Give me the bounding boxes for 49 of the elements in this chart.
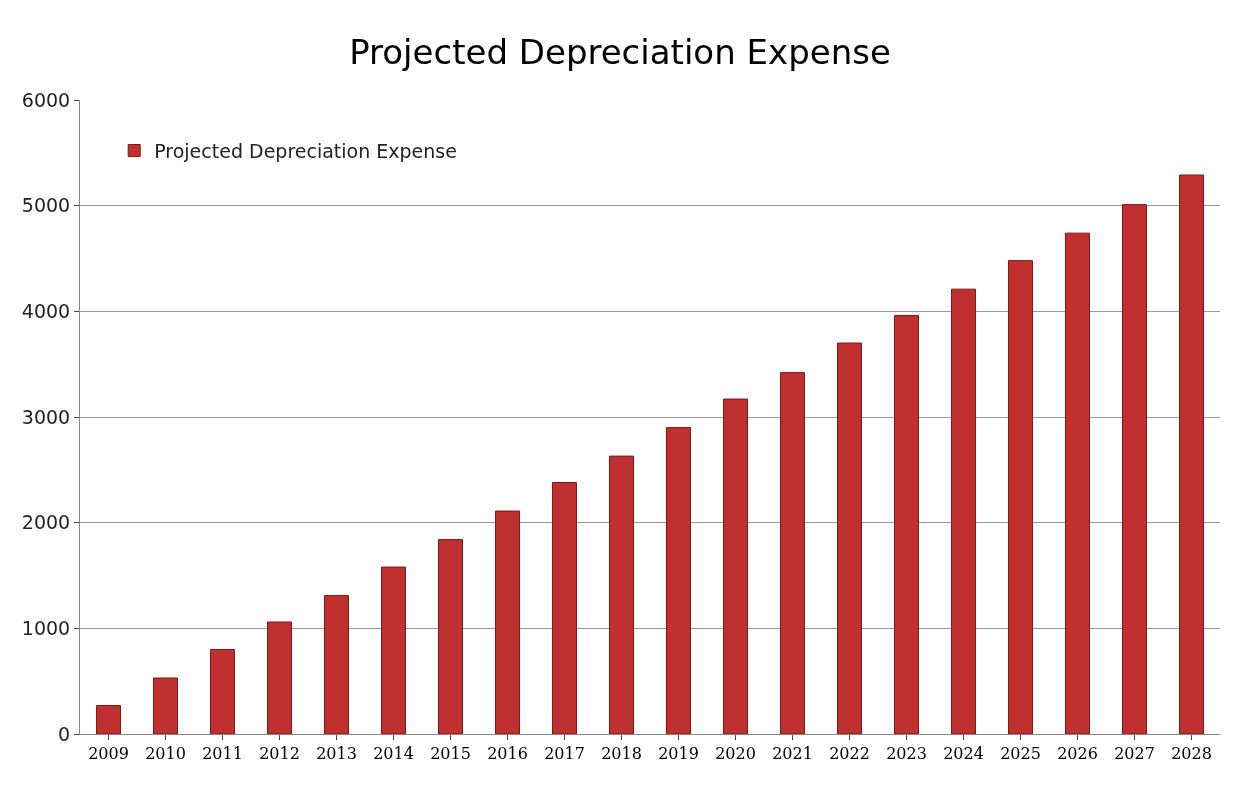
- legend-label: Projected Depreciation Expense: [154, 139, 457, 162]
- bar: [495, 510, 520, 734]
- x-tick-label: 2013: [316, 744, 357, 764]
- x-tick-label: 2019: [658, 744, 699, 764]
- x-tick-label: 2017: [544, 744, 585, 764]
- bar: [381, 566, 406, 734]
- bar: [837, 342, 862, 734]
- bar: [1179, 174, 1204, 734]
- x-tick-label: 2026: [1057, 744, 1098, 764]
- x-tick-label: 2016: [487, 744, 528, 764]
- x-tick-label: 2011: [202, 744, 243, 764]
- chart-title: Projected Depreciation Expense: [349, 31, 891, 72]
- x-tick-label: 2024: [943, 744, 984, 764]
- bar: [951, 288, 976, 734]
- x-tick-label: 2025: [1000, 744, 1041, 764]
- y-tick-label: 6000: [21, 88, 71, 111]
- x-tick-label: 2015: [430, 744, 471, 764]
- x-tick-label: 2021: [772, 744, 813, 764]
- y-tick-label: 0: [58, 722, 71, 745]
- x-tick-label: 2022: [829, 744, 870, 764]
- y-tick-label: 1000: [21, 616, 71, 639]
- bar: [1065, 232, 1090, 734]
- x-tick-label: 2028: [1171, 744, 1212, 764]
- bar: [267, 621, 292, 734]
- bar: [723, 398, 748, 734]
- y-tick-label: 2000: [21, 511, 71, 534]
- x-tick-label: 2012: [259, 744, 300, 764]
- y-tick-label: 4000: [21, 299, 71, 322]
- x-tick-label: 2027: [1114, 744, 1155, 764]
- bar: [438, 539, 463, 734]
- x-tick-label: 2020: [715, 744, 756, 764]
- bar: [552, 482, 577, 734]
- bar: [894, 315, 919, 734]
- bar: [666, 427, 691, 734]
- bar: [153, 677, 178, 734]
- x-tick-label: 2009: [88, 744, 129, 764]
- x-tick-label: 2010: [145, 744, 186, 764]
- bar: [324, 595, 349, 734]
- bar: [780, 372, 805, 734]
- x-tick-label: 2014: [373, 744, 414, 764]
- x-tick-label: 2023: [886, 744, 927, 764]
- y-tick-label: 3000: [21, 405, 71, 428]
- bar: [1122, 204, 1147, 734]
- y-tick-label: 5000: [21, 194, 71, 217]
- x-tick-label: 2018: [601, 744, 642, 764]
- bar: [1008, 260, 1033, 734]
- bar: [609, 455, 634, 734]
- bar: [96, 704, 121, 734]
- bar: [210, 648, 235, 734]
